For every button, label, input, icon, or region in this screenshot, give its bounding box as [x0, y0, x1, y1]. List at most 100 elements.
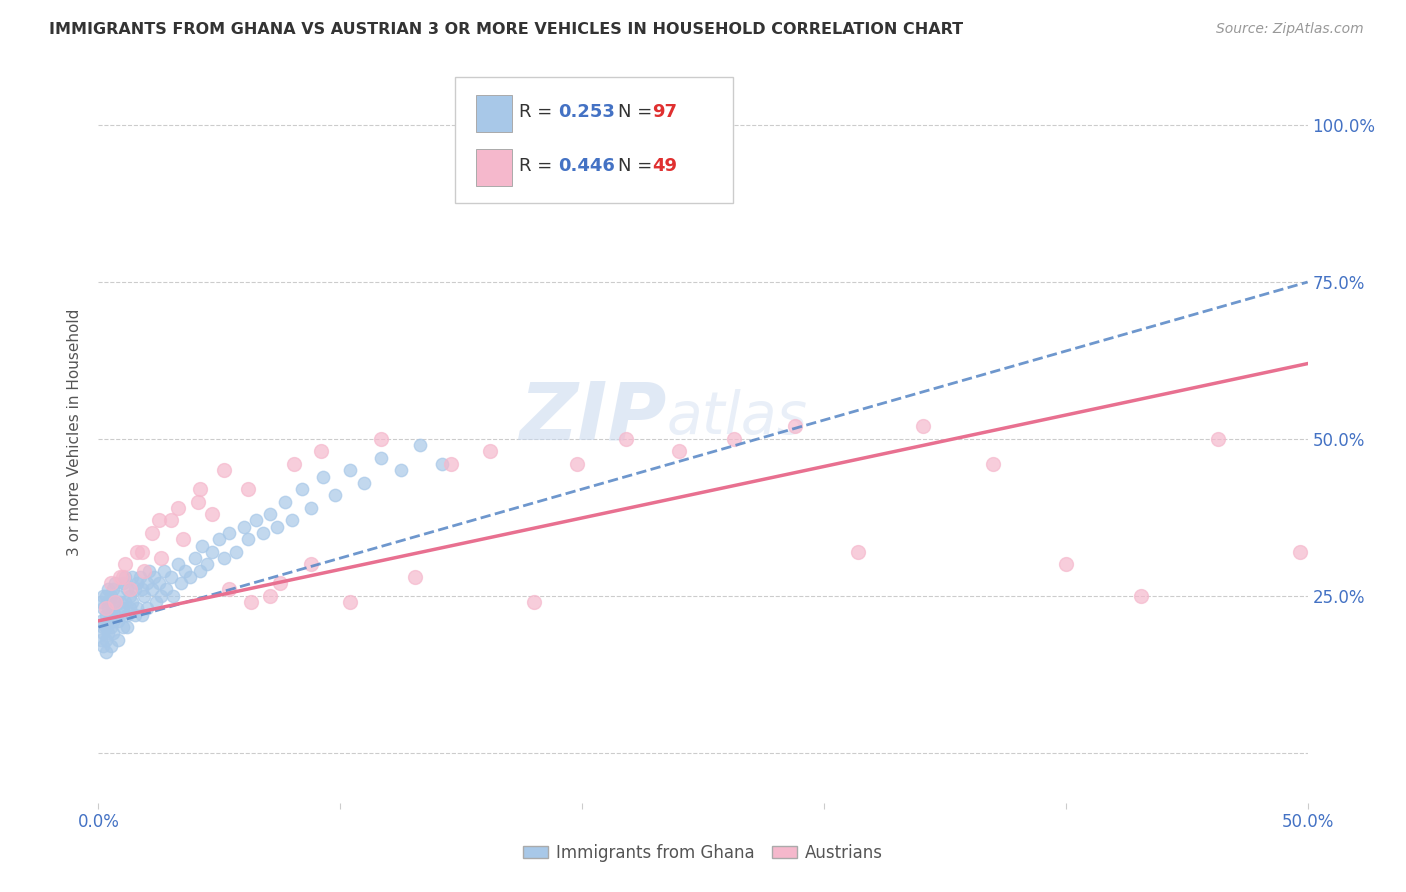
Point [131, 607, 153, 622]
Point [128, 570, 150, 584]
Point [145, 595, 167, 609]
FancyBboxPatch shape [456, 78, 734, 203]
FancyBboxPatch shape [475, 149, 512, 186]
Point [174, 564, 197, 578]
Legend: Immigrants from Ghana, Austrians: Immigrants from Ghana, Austrians [516, 838, 890, 869]
Point [118, 582, 141, 597]
Text: 0.253: 0.253 [558, 103, 614, 120]
Point [162, 589, 184, 603]
Point [111, 620, 134, 634]
Point [104, 607, 127, 622]
Point [269, 576, 291, 591]
Point [100, 620, 122, 634]
Point [148, 576, 170, 591]
Point [195, 558, 218, 572]
Point [117, 607, 139, 622]
Point [188, 482, 211, 496]
Point [479, 444, 502, 458]
Point [212, 551, 235, 566]
Point [90, 632, 112, 647]
Point [108, 570, 131, 584]
Y-axis label: 3 or more Vehicles in Household: 3 or more Vehicles in Household [67, 309, 83, 557]
Point [1129, 589, 1152, 603]
Point [201, 545, 224, 559]
Point [100, 589, 122, 603]
Point [97, 601, 120, 615]
Point [111, 576, 134, 591]
Point [127, 576, 149, 591]
Point [100, 576, 122, 591]
Point [121, 570, 143, 584]
Point [127, 545, 149, 559]
Point [430, 457, 453, 471]
Point [1206, 432, 1229, 446]
Point [238, 482, 260, 496]
Point [107, 589, 129, 603]
Point [101, 626, 124, 640]
Point [614, 432, 637, 446]
Point [160, 513, 183, 527]
Point [117, 620, 139, 634]
Point [259, 589, 281, 603]
Text: N =: N = [619, 103, 658, 120]
Point [111, 601, 134, 615]
Point [325, 488, 347, 502]
Point [266, 520, 288, 534]
Point [135, 601, 157, 615]
Point [309, 444, 332, 458]
Point [846, 545, 869, 559]
Point [101, 582, 124, 597]
Point [404, 570, 426, 584]
Point [245, 513, 267, 527]
Point [148, 513, 170, 527]
Point [124, 607, 146, 622]
Text: ZIP: ZIP [519, 379, 666, 457]
Point [134, 589, 156, 603]
Point [94, 632, 117, 647]
Point [1289, 545, 1312, 559]
Point [134, 564, 156, 578]
Point [912, 419, 935, 434]
Point [191, 539, 214, 553]
Point [108, 595, 131, 609]
Point [150, 589, 173, 603]
Point [101, 601, 124, 615]
Point [90, 595, 112, 609]
Point [259, 507, 281, 521]
Text: R =: R = [519, 157, 558, 175]
Point [108, 607, 131, 622]
Point [91, 601, 114, 615]
Point [212, 463, 235, 477]
Point [91, 620, 114, 634]
Point [299, 500, 322, 515]
Point [299, 558, 322, 572]
Point [523, 595, 546, 609]
Point [160, 570, 183, 584]
Text: atlas: atlas [666, 389, 807, 446]
Point [283, 457, 305, 471]
Point [238, 533, 260, 547]
Point [91, 626, 114, 640]
Point [167, 500, 190, 515]
Point [312, 469, 335, 483]
Point [141, 526, 163, 541]
Point [981, 457, 1004, 471]
Point [208, 533, 231, 547]
Point [97, 626, 120, 640]
Point [668, 444, 690, 458]
Text: 97: 97 [652, 103, 678, 120]
Point [187, 494, 209, 508]
Point [121, 595, 143, 609]
Point [567, 457, 589, 471]
Point [389, 463, 412, 477]
Point [114, 570, 136, 584]
Point [97, 595, 120, 609]
Point [131, 582, 153, 597]
Point [107, 614, 129, 628]
Text: 0.446: 0.446 [558, 157, 614, 175]
Point [143, 570, 166, 584]
Point [440, 457, 463, 471]
Point [124, 582, 146, 597]
Point [90, 614, 112, 628]
Point [100, 607, 122, 622]
